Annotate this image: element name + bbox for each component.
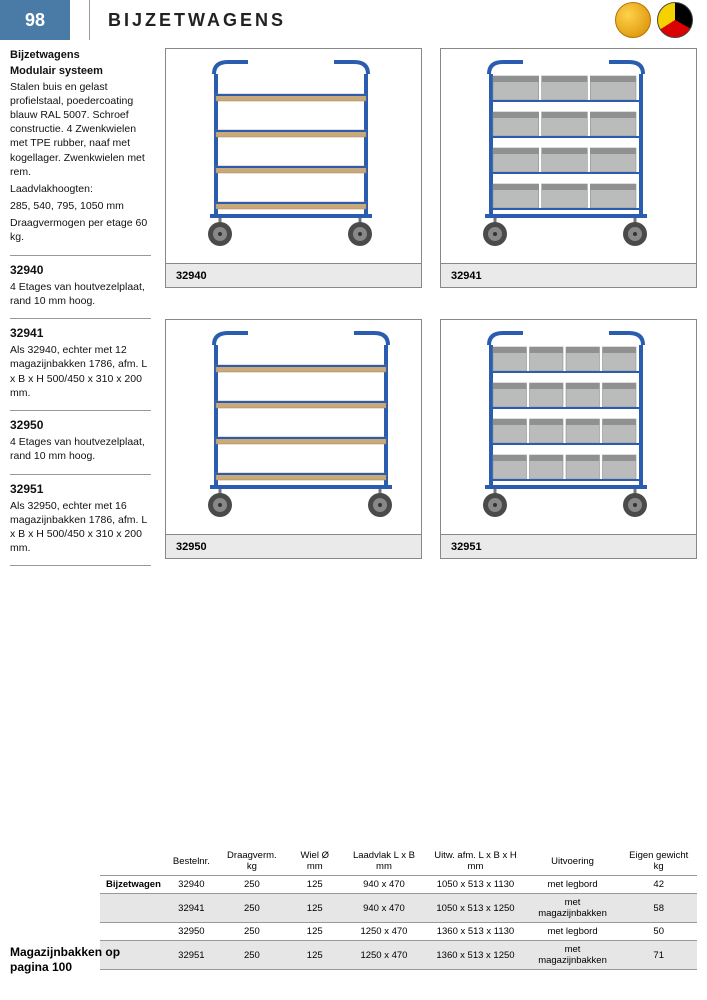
product-grid: 32940 32941 32950 32951: [165, 48, 697, 572]
table-row: 329512501251250 x 4701360 x 513 x 1250me…: [100, 941, 697, 970]
sidebar: Bijzetwagens Modulair systeem Stalen bui…: [10, 48, 165, 572]
product-caption: 32951: [441, 534, 696, 558]
table-cell: 125: [288, 876, 342, 894]
sidebar-heights-values: 285, 540, 795, 1050 mm: [10, 199, 151, 213]
footer: Magazijnbakken op pagina 100 Bestelnr.Dr…: [10, 847, 697, 970]
product-illustration: [441, 49, 696, 263]
table-cell: 58: [620, 894, 697, 923]
footer-ref-line2: pagina 100: [10, 960, 150, 976]
product-code: 32951: [10, 481, 151, 497]
table-header: Eigen gewicht kg: [620, 847, 697, 876]
table-cell: met magazijnbakken: [525, 894, 621, 923]
table-cell: 250: [216, 876, 288, 894]
footer-ref-line1: Magazijnbakken op: [10, 945, 150, 961]
table-cell: 32941: [167, 894, 216, 923]
specs-table: Bestelnr.Draagverm. kgWiel Ø mmLaadvlak …: [100, 847, 697, 970]
made-in-germany-badge-icon: [657, 2, 693, 38]
table-cell: met magazijnbakken: [525, 941, 621, 970]
table-header: Uitw. afm. L x B x H mm: [426, 847, 524, 876]
product-caption: 32941: [441, 263, 696, 287]
table-cell: 1050 x 513 x 1250: [426, 894, 524, 923]
page-header: 98 BIJZETWAGENS: [0, 0, 707, 40]
table-cell: 940 x 470: [342, 894, 427, 923]
sidebar-capacity: Draagvermogen per etage 60 kg.: [10, 216, 151, 244]
table-cell: 1250 x 470: [342, 941, 427, 970]
sidebar-intro: Stalen buis en gelast profielstaal, poed…: [10, 80, 151, 179]
table-cell: 125: [288, 941, 342, 970]
table-cell: 1360 x 513 x 1130: [426, 923, 524, 941]
sidebar-heading-2: Modulair systeem: [10, 64, 151, 79]
table-cell: 125: [288, 923, 342, 941]
badges: [615, 2, 693, 38]
table-header: Uitvoering: [525, 847, 621, 876]
table-cell: 32950: [167, 923, 216, 941]
table-cell: 50: [620, 923, 697, 941]
product-illustration: [166, 49, 421, 263]
product-desc: Als 32940, echter met 12 magazijnbakken …: [10, 343, 151, 400]
warranty-badge-icon: [615, 2, 651, 38]
page-number: 98: [0, 0, 70, 40]
product-desc: 4 Etages van houtvezelplaat, rand 10 mm …: [10, 435, 151, 463]
table-header: Wiel Ø mm: [288, 847, 342, 876]
table-cell: 250: [216, 941, 288, 970]
product-code: 32941: [10, 325, 151, 341]
table-cell: 125: [288, 894, 342, 923]
product-desc: Als 32950, echter met 16 magazijnbakken …: [10, 499, 151, 556]
table-cell: 42: [620, 876, 697, 894]
table-row-label: Bijzetwagen: [100, 876, 167, 894]
table-cell: 1250 x 470: [342, 923, 427, 941]
sidebar-heading-1: Bijzetwagens: [10, 48, 151, 63]
product-cell: 32940: [165, 48, 422, 288]
table-header: Laadvlak L x B mm: [342, 847, 427, 876]
header-divider: [70, 0, 90, 40]
product-code: 32950: [10, 417, 151, 433]
sidebar-heights-label: Laadvlakhoogten:: [10, 182, 151, 196]
table-cell: 940 x 470: [342, 876, 427, 894]
product-cell: 32950: [165, 319, 422, 559]
product-cell: 32951: [440, 319, 697, 559]
table-row: 32941250125940 x 4701050 x 513 x 1250met…: [100, 894, 697, 923]
table-cell: 71: [620, 941, 697, 970]
product-desc: 4 Etages van houtvezelplaat, rand 10 mm …: [10, 280, 151, 308]
table-cell: 1360 x 513 x 1250: [426, 941, 524, 970]
product-cell: 32941: [440, 48, 697, 288]
product-caption: 32950: [166, 534, 421, 558]
table-cell: 1050 x 513 x 1130: [426, 876, 524, 894]
page-title: BIJZETWAGENS: [108, 10, 615, 31]
table-row: Bijzetwagen32940250125940 x 4701050 x 51…: [100, 876, 697, 894]
table-header: Bestelnr.: [167, 847, 216, 876]
table-cell: met legbord: [525, 923, 621, 941]
table-cell: met legbord: [525, 876, 621, 894]
product-illustration: [166, 320, 421, 534]
table-cell: 32951: [167, 941, 216, 970]
table-cell: 250: [216, 923, 288, 941]
table-cell: 250: [216, 894, 288, 923]
product-illustration: [441, 320, 696, 534]
table-row: 329502501251250 x 4701360 x 513 x 1130me…: [100, 923, 697, 941]
table-header: Draagverm. kg: [216, 847, 288, 876]
footer-reference: Magazijnbakken op pagina 100: [10, 945, 150, 976]
table-cell: 32940: [167, 876, 216, 894]
product-code: 32940: [10, 262, 151, 278]
product-caption: 32940: [166, 263, 421, 287]
